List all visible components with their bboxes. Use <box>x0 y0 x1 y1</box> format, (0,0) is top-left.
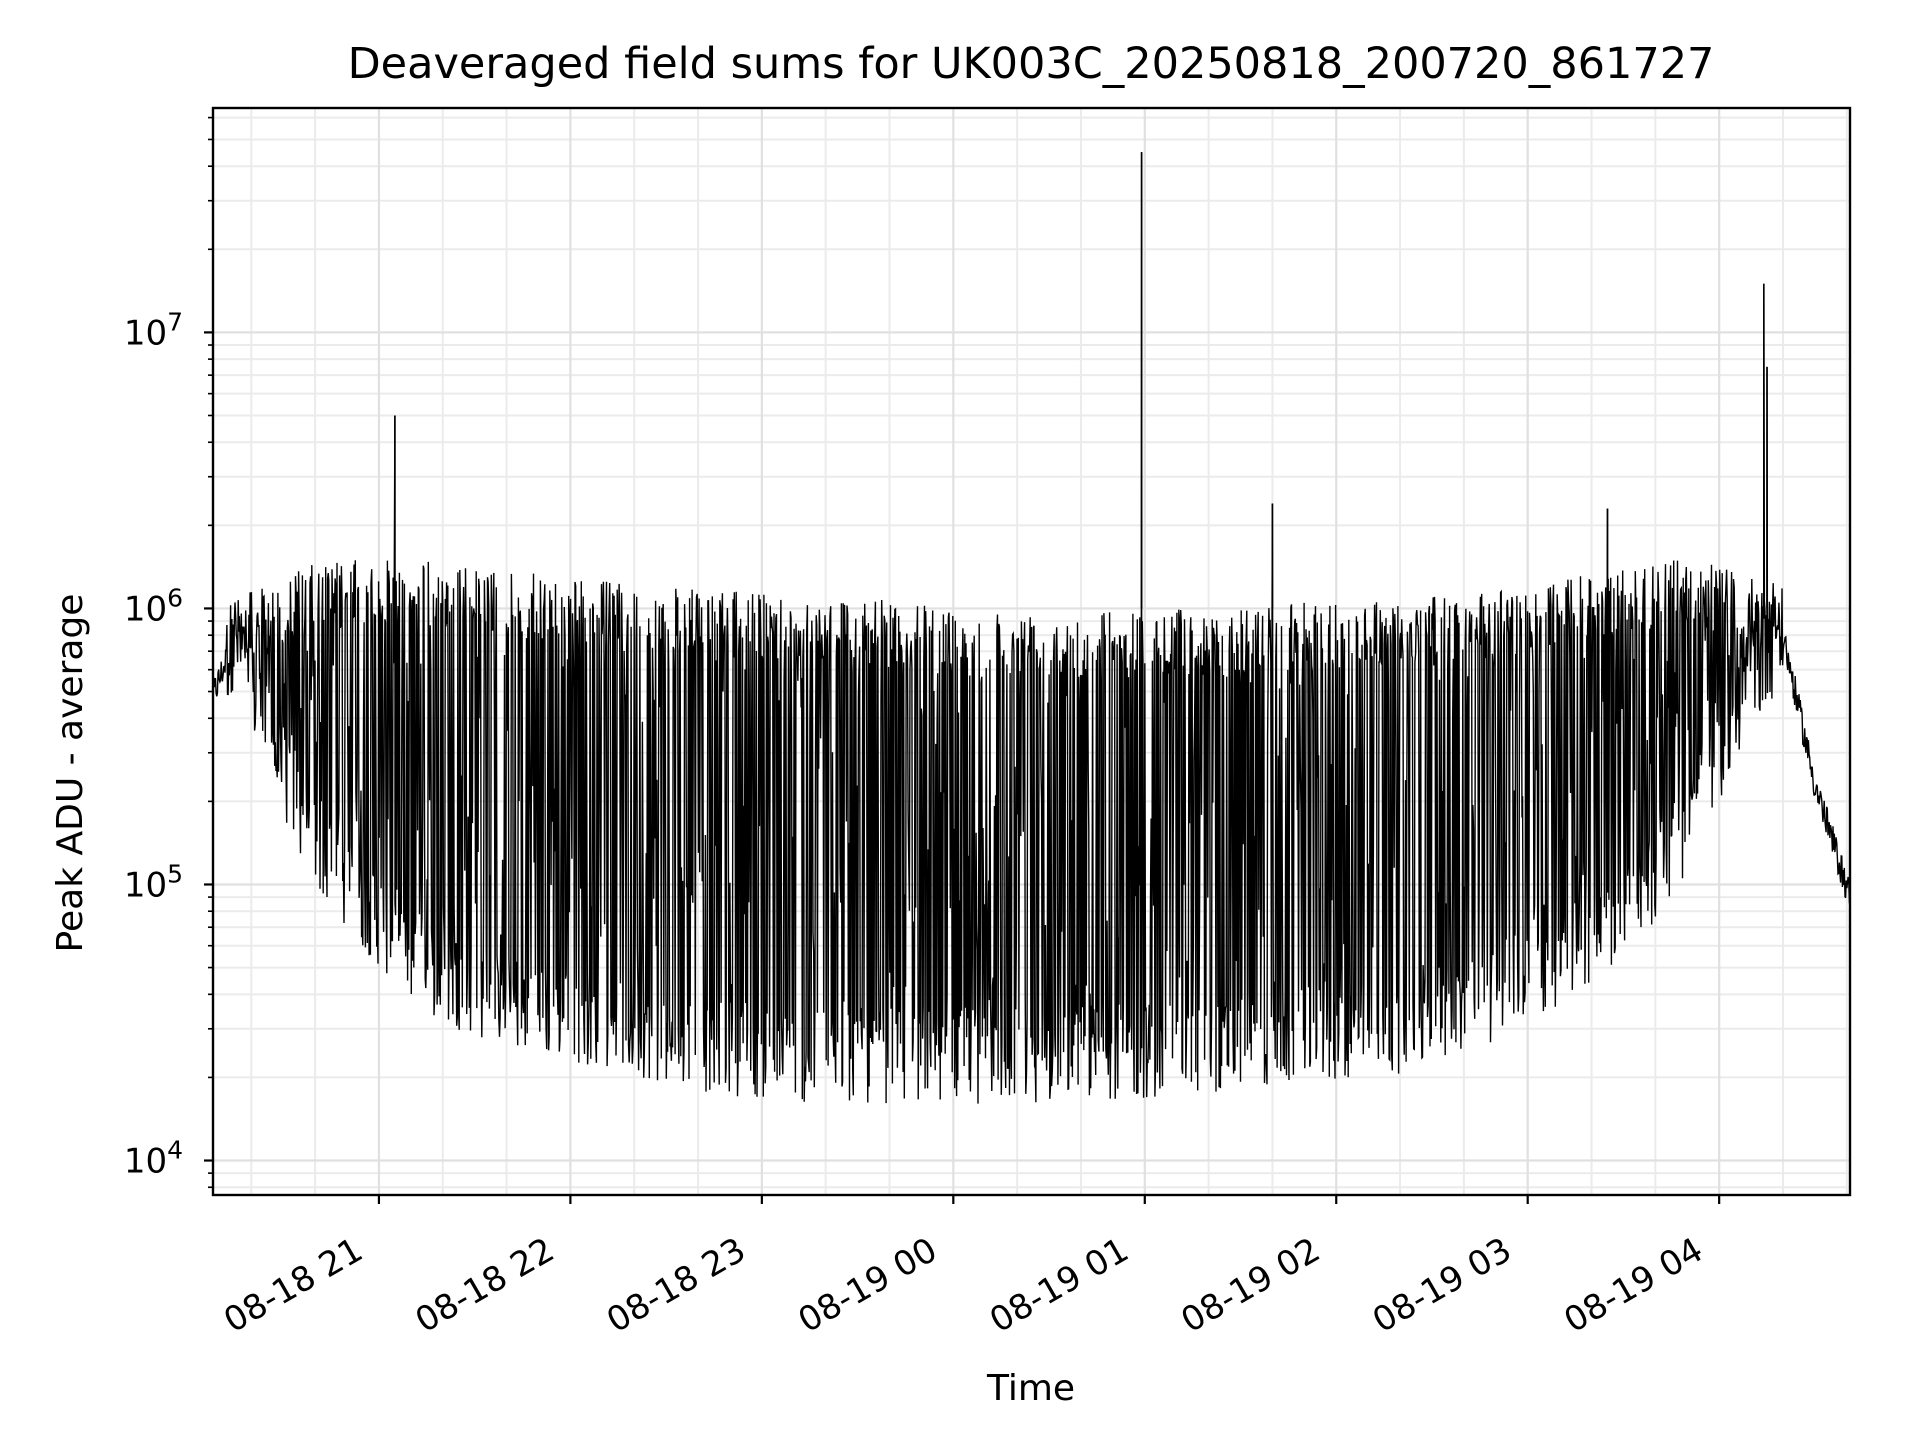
chart-title: Deaveraged field sums for UK003C_2025081… <box>348 39 1715 89</box>
series-layer <box>212 152 1851 1104</box>
x-tick-label: 08-19 00 <box>792 1230 944 1341</box>
y-tick-label: 106 <box>124 583 183 629</box>
x-tick-label: 08-19 02 <box>1175 1230 1327 1341</box>
y-tick-label: 105 <box>124 859 183 905</box>
y-tick-labels: 104 105 106 107 <box>124 307 183 1181</box>
x-tick-label: 08-18 22 <box>409 1230 561 1341</box>
x-tick-labels: 08-18 21 08-18 22 08-18 23 08-19 00 08-19 01… <box>217 1230 1710 1341</box>
x-tick-label: 08-18 21 <box>217 1230 369 1341</box>
y-tick-label: 107 <box>124 307 183 353</box>
x-tick-label: 08-19 01 <box>983 1230 1135 1341</box>
tick-marks <box>204 116 1721 1204</box>
y-axis-label: Peak ADU - average <box>50 594 91 953</box>
x-tick-label: 08-19 03 <box>1366 1230 1518 1341</box>
x-tick-label: 08-19 04 <box>1557 1230 1709 1341</box>
series-line <box>212 152 1851 1104</box>
x-axis-label: Time <box>986 1368 1075 1409</box>
x-tick-label: 08-18 23 <box>600 1230 752 1341</box>
y-tick-label: 104 <box>124 1136 183 1182</box>
